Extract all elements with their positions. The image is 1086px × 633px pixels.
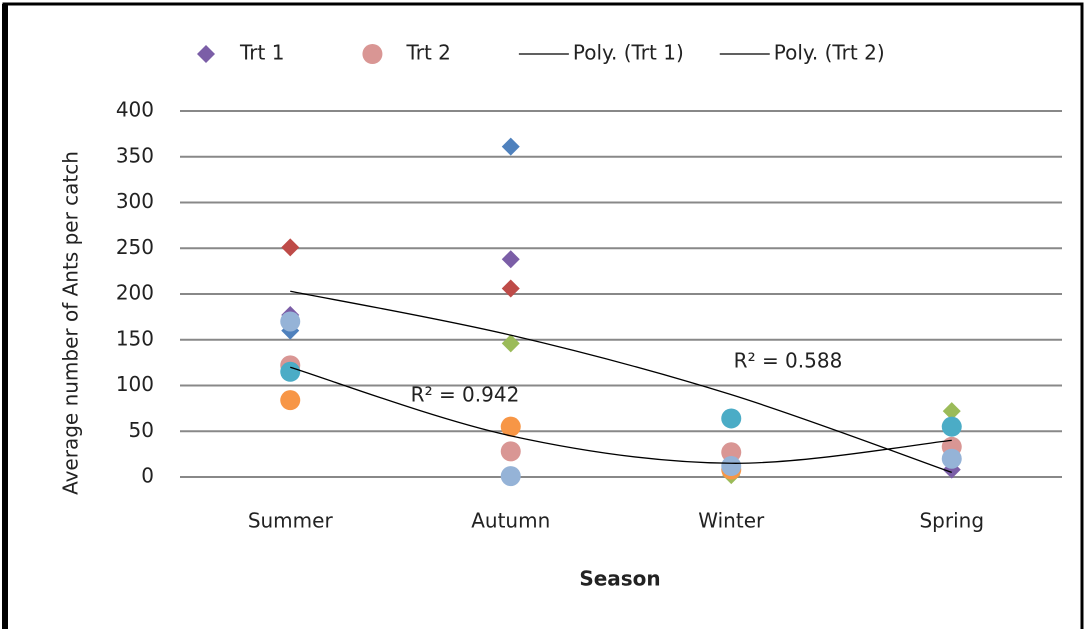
diamond-point	[942, 402, 961, 421]
circle-point	[941, 416, 962, 437]
y-tick-label: 350	[116, 143, 154, 167]
diamond-point	[281, 238, 300, 257]
circle-point	[280, 311, 301, 332]
legend-label: Poly. (Trt 2)	[774, 41, 885, 65]
diamond-point	[501, 137, 520, 156]
circle-point	[362, 44, 383, 64]
y-tick-label: 400	[116, 98, 154, 122]
legend-label: Poly. (Trt 1)	[573, 41, 684, 65]
x-tick-label: Winter	[698, 509, 765, 533]
y-tick-label: 250	[116, 235, 154, 259]
y-tick-label: 150	[116, 326, 154, 350]
diamond-point	[501, 334, 520, 353]
y-axis-title: Average number of Ants per catch	[59, 151, 83, 495]
diamond-point	[197, 45, 215, 63]
circle-point	[721, 456, 742, 477]
circle-point	[500, 416, 521, 437]
legend-label: Trt 2	[405, 41, 450, 65]
y-tick-label: 100	[116, 372, 154, 396]
diamond-point	[501, 250, 520, 269]
y-tick-label: 300	[116, 189, 154, 213]
x-tick-label: Autumn	[471, 509, 550, 533]
circle-point	[280, 361, 301, 382]
circle-point	[500, 466, 521, 487]
x-axis-title: Season	[579, 567, 660, 591]
x-tick-label: Summer	[248, 509, 334, 533]
circle-point	[280, 390, 301, 411]
y-tick-label: 200	[116, 281, 154, 305]
trend-line	[290, 290, 952, 474]
diamond-point	[501, 279, 520, 298]
trend-line	[290, 366, 952, 464]
circle-point	[721, 442, 742, 463]
r-squared: R² = 0.588	[734, 349, 843, 373]
y-tick-label: 0	[141, 464, 154, 488]
legend-label: Trt 1	[239, 41, 284, 65]
circle-point	[941, 448, 962, 469]
circle-point	[721, 408, 742, 429]
circle-point	[500, 441, 521, 462]
x-tick-label: Spring	[919, 509, 984, 533]
y-tick-label: 50	[129, 418, 154, 442]
